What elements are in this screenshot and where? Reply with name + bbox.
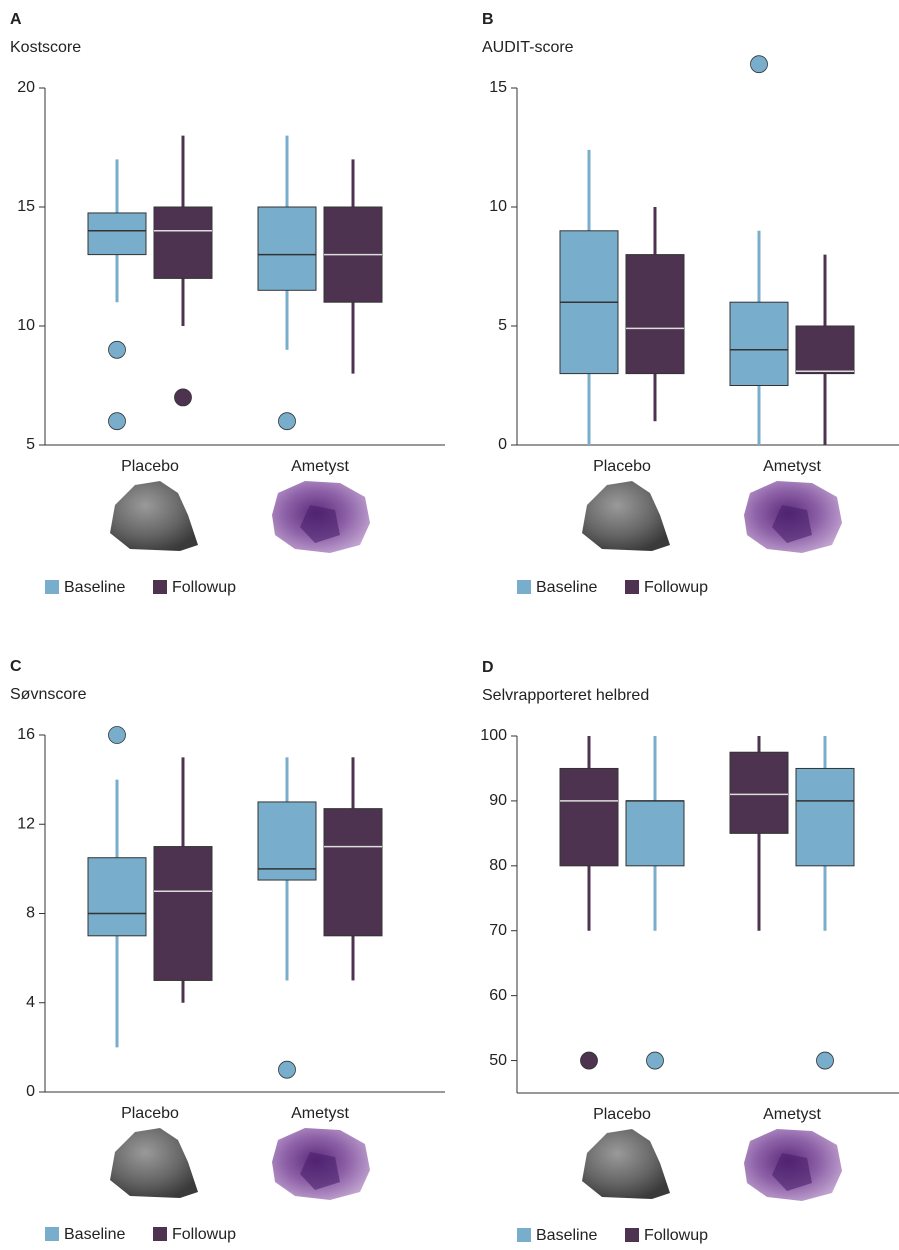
legend-swatch	[517, 580, 531, 594]
category-image	[110, 1128, 198, 1198]
x-tick-label: Ametyst	[291, 1105, 349, 1122]
box	[730, 302, 788, 385]
category-image	[582, 481, 670, 551]
category-image	[272, 1128, 370, 1200]
legend-label: Baseline	[64, 579, 125, 596]
category-image	[110, 481, 198, 551]
box	[88, 858, 146, 936]
legend-swatch	[625, 1228, 639, 1242]
legend-swatch	[45, 580, 59, 594]
outlier	[109, 413, 126, 430]
y-tick-label: 4	[26, 994, 35, 1011]
box	[560, 768, 618, 865]
outlier	[817, 1052, 834, 1069]
y-tick-label: 16	[17, 726, 35, 743]
x-tick-label: Placebo	[593, 1106, 651, 1123]
y-axis-label: AUDIT-score	[482, 39, 574, 56]
legend-swatch	[517, 1228, 531, 1242]
x-tick-label: Ametyst	[763, 458, 821, 475]
y-tick-label: 60	[489, 987, 507, 1004]
y-tick-label: 100	[480, 727, 507, 744]
box	[258, 207, 316, 290]
outlier	[581, 1052, 598, 1069]
legend-swatch	[45, 1227, 59, 1241]
outlier	[175, 389, 192, 406]
box	[730, 752, 788, 833]
y-tick-label: 50	[489, 1052, 507, 1069]
box	[88, 213, 146, 255]
box	[154, 847, 212, 981]
legend-label: Followup	[172, 579, 236, 596]
legend-label: Baseline	[536, 1227, 597, 1244]
category-image	[272, 481, 370, 553]
outlier	[109, 727, 126, 744]
panel: D Selvrapporteret helbred 50 60 70 80 90 100 Pla…	[480, 659, 899, 1244]
panel: A Kostscore 5 10 15 20 Placebo Ametyst Baseline F…	[10, 11, 445, 596]
y-axis-label: Søvnscore	[10, 686, 87, 703]
legend-label: Baseline	[64, 1226, 125, 1243]
y-tick-label: 0	[498, 436, 507, 453]
box	[324, 809, 382, 936]
category-image	[744, 1129, 842, 1201]
box	[154, 207, 212, 278]
x-tick-label: Placebo	[593, 458, 651, 475]
y-tick-label: 15	[489, 79, 507, 96]
legend-label: Baseline	[536, 579, 597, 596]
y-axis-label: Kostscore	[10, 39, 81, 56]
outlier	[109, 341, 126, 358]
panel-label: C	[10, 658, 22, 675]
outlier	[279, 413, 296, 430]
outlier	[279, 1061, 296, 1078]
box	[796, 326, 854, 374]
x-tick-label: Ametyst	[763, 1106, 821, 1123]
y-tick-label: 5	[498, 317, 507, 334]
box	[626, 255, 684, 374]
panel: B AUDIT-score 0 5 10 15 Placebo Ametyst Baseline…	[482, 11, 899, 596]
box	[796, 768, 854, 865]
y-tick-label: 12	[17, 815, 35, 832]
y-axis-label: Selvrapporteret helbred	[482, 687, 649, 704]
panel-label: B	[482, 11, 494, 28]
legend-label: Followup	[644, 1227, 708, 1244]
y-tick-label: 70	[489, 922, 507, 939]
legend-swatch	[153, 1227, 167, 1241]
category-image	[744, 481, 842, 553]
outlier	[751, 56, 768, 73]
panel: C Søvnscore 0 4 8 12 16 Placebo Ametyst Baseline F…	[10, 658, 445, 1243]
category-image	[582, 1129, 670, 1199]
y-tick-label: 90	[489, 792, 507, 809]
panel-label: A	[10, 11, 22, 28]
y-tick-label: 10	[489, 198, 507, 215]
x-tick-label: Placebo	[121, 458, 179, 475]
panel-label: D	[482, 659, 494, 676]
x-tick-label: Ametyst	[291, 458, 349, 475]
box	[626, 801, 684, 866]
y-tick-label: 80	[489, 857, 507, 874]
y-tick-label: 8	[26, 905, 35, 922]
y-tick-label: 10	[17, 317, 35, 334]
legend-swatch	[153, 580, 167, 594]
y-tick-label: 20	[17, 79, 35, 96]
y-tick-label: 0	[26, 1083, 35, 1100]
outlier	[647, 1052, 664, 1069]
y-tick-label: 15	[17, 198, 35, 215]
x-tick-label: Placebo	[121, 1105, 179, 1122]
y-tick-label: 5	[26, 436, 35, 453]
legend-swatch	[625, 580, 639, 594]
chart: A Kostscore 5 10 15 20 Placebo Ametyst Baseline F…	[0, 0, 899, 1245]
legend-label: Followup	[644, 579, 708, 596]
legend-label: Followup	[172, 1226, 236, 1243]
